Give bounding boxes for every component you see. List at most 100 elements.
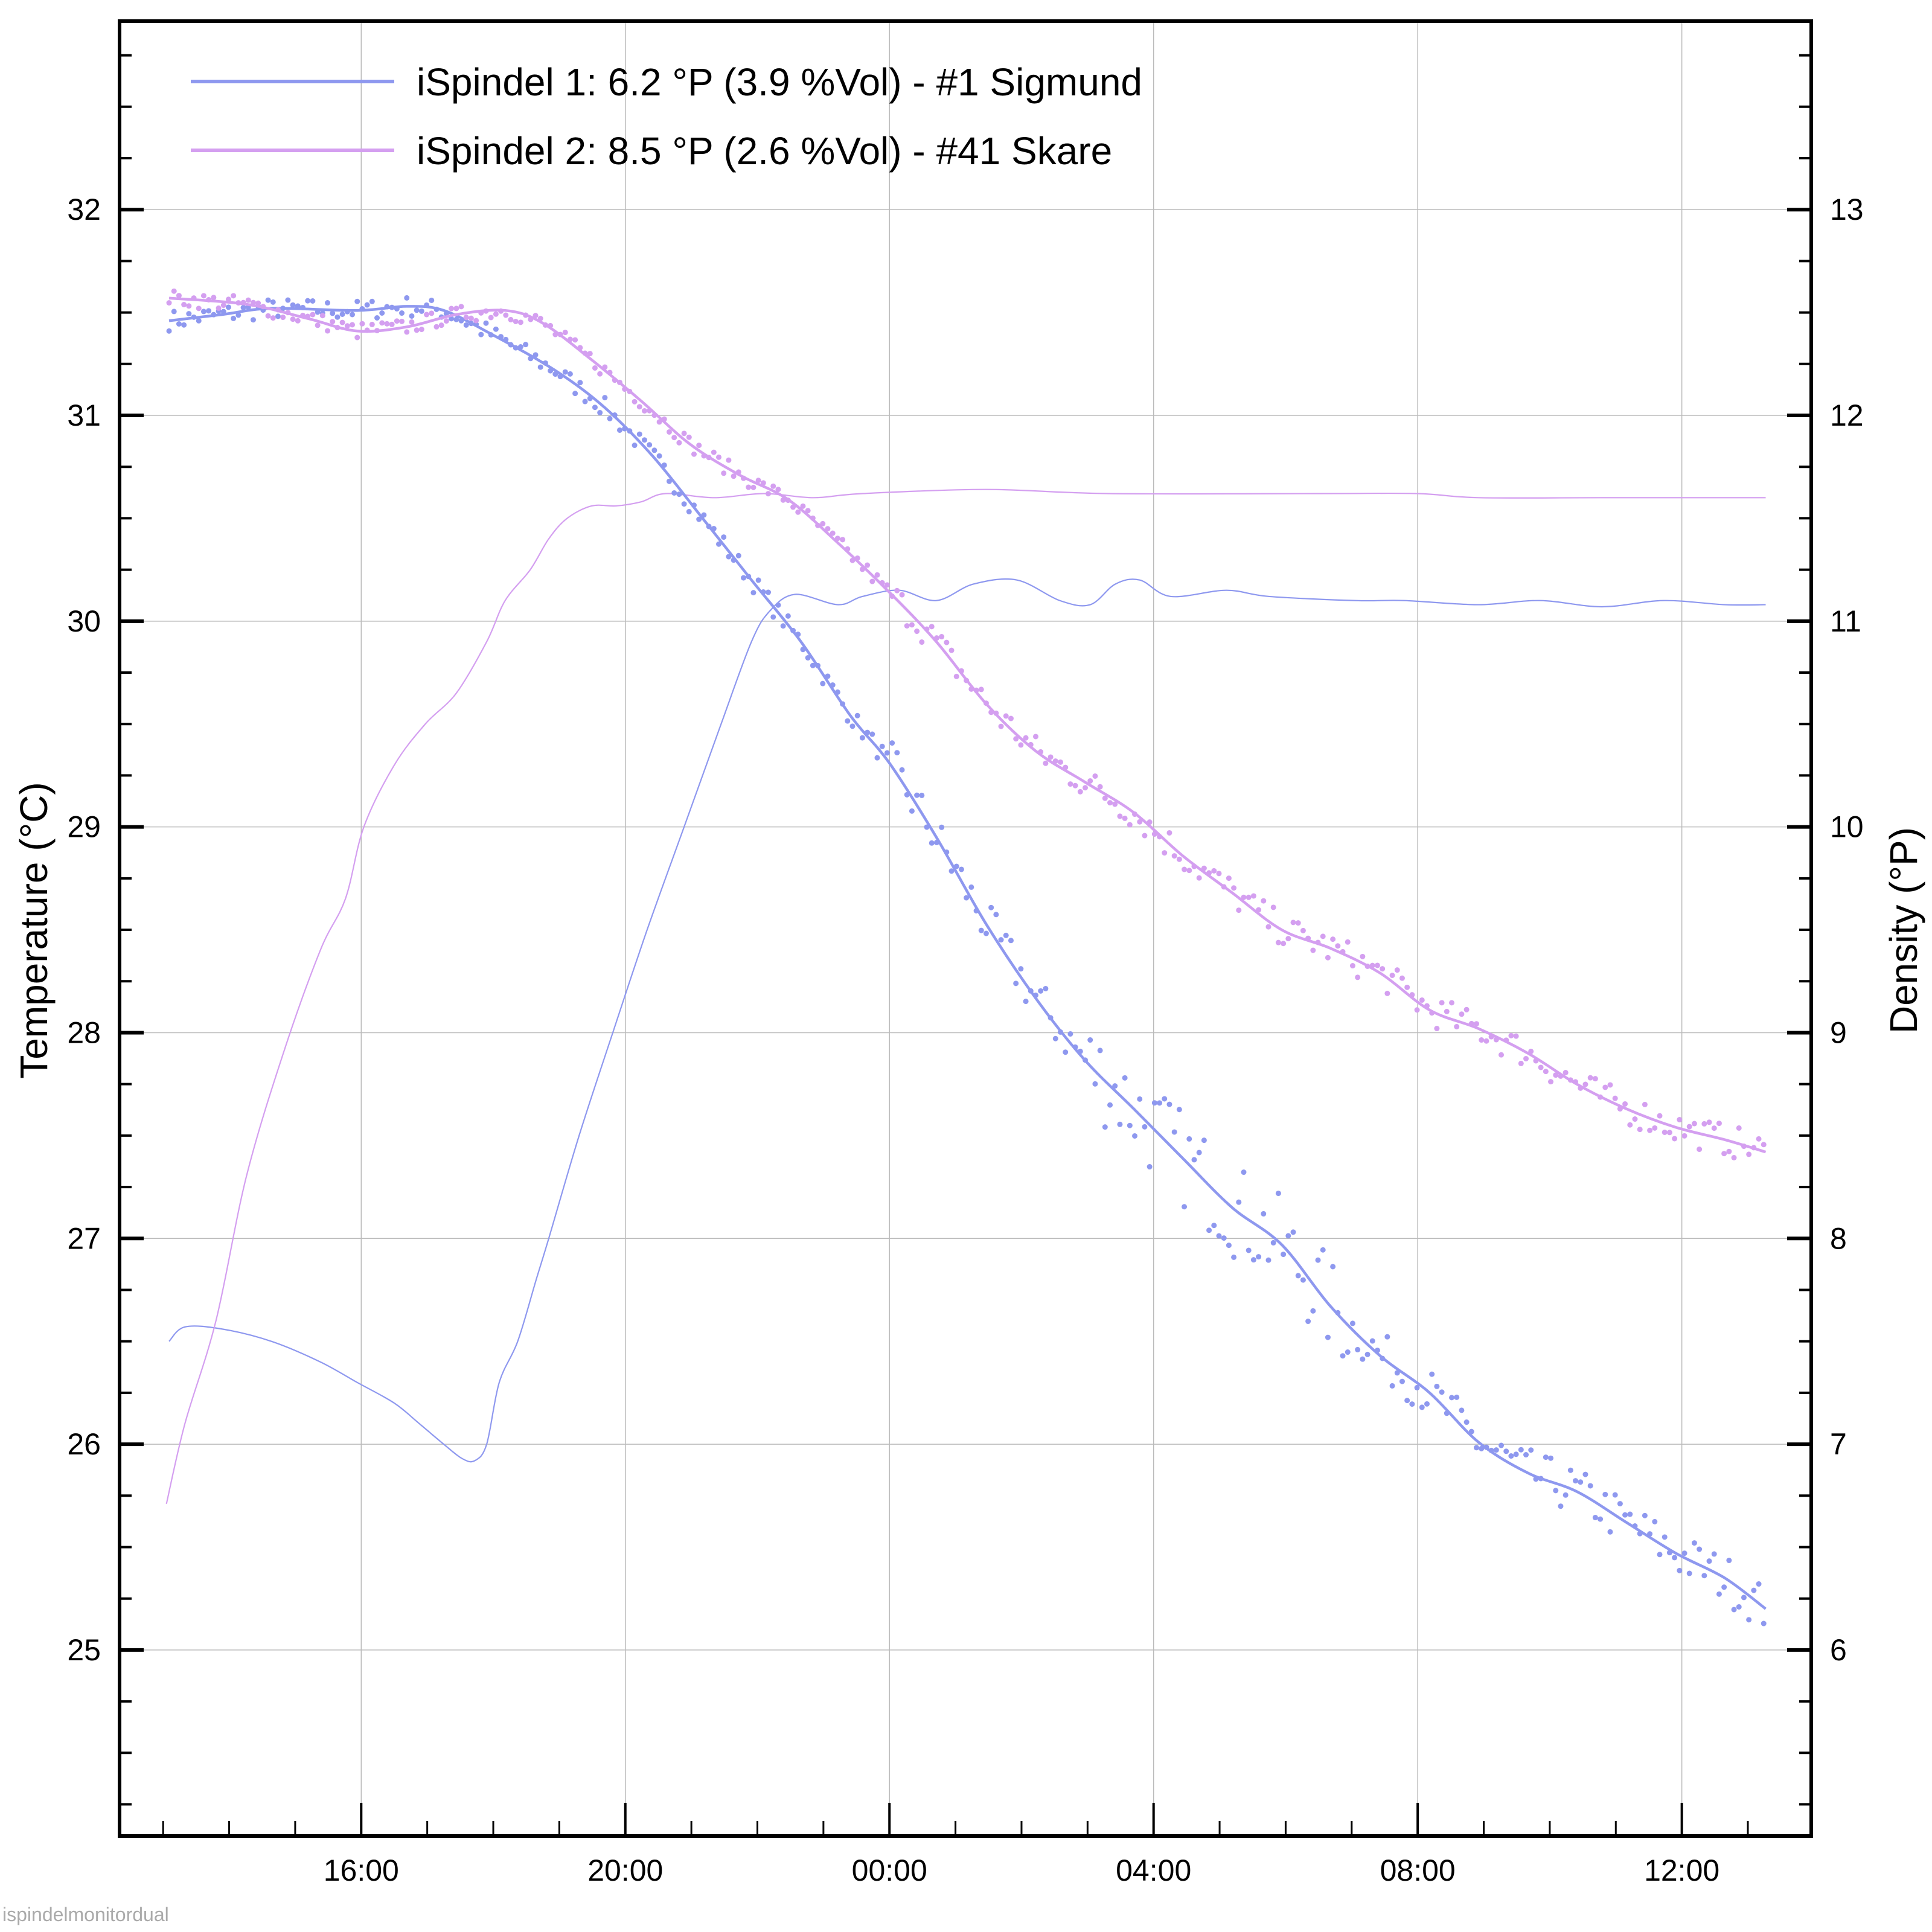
ispindel-1-density-point (1325, 1334, 1331, 1340)
ispindel-2-density-point (1666, 1130, 1672, 1136)
ispindel-1-density-point (1275, 1191, 1281, 1197)
ispindel-1-density-point (919, 792, 925, 798)
ispindel-1-density-point (1330, 1264, 1336, 1270)
ispindel-2-density-point (939, 634, 945, 640)
ispindel-2-density-point (418, 327, 424, 333)
ispindel-1-density-point (1414, 1384, 1420, 1390)
ispindel-1-density-point (364, 302, 370, 308)
ispindel-2-density-point (1057, 759, 1063, 765)
ispindel-2-density-point (1508, 1032, 1514, 1038)
ispindel-2-density-point (270, 315, 276, 321)
ispindel-1-density-point (1369, 1338, 1375, 1344)
ispindel-1-density-point (1686, 1570, 1692, 1576)
ispindel-2-density-point (904, 623, 910, 629)
ispindel-2-density-point (443, 318, 449, 324)
ispindel-2-density-point (290, 316, 296, 322)
ispindel-2-density-point (1345, 939, 1351, 945)
ispindel-2-density-point (186, 303, 192, 309)
ispindel-1-density-point (1231, 1254, 1237, 1260)
ispindel-1-density-point (647, 442, 653, 448)
ispindel-1-density-point (1548, 1455, 1554, 1461)
ispindel-2-density-point (1662, 1129, 1668, 1135)
ispindel-2-density-point (458, 304, 464, 310)
ispindel-2-density-line (168, 296, 1767, 1154)
ispindel-1-density-point (1310, 1308, 1316, 1314)
ispindel-2-density-point (295, 318, 301, 324)
ispindel-2-density-point (894, 587, 900, 593)
ispindel-2-density-point (463, 315, 469, 321)
y-left-tick-label: 31 (67, 398, 101, 432)
ispindel-1-density-point (988, 904, 994, 910)
ispindel-2-density-point (325, 328, 331, 334)
ispindel-2-density-point (820, 520, 826, 526)
ispindel-2-density-point (1592, 1076, 1598, 1082)
ispindel-1-density-point (1736, 1604, 1742, 1610)
ispindel-1-density-point (1107, 1102, 1113, 1108)
ispindel-2-density-point (424, 312, 430, 318)
ispindel-1-density-point (1241, 1169, 1247, 1176)
ispindel-2-density-point (216, 305, 222, 311)
ispindel-1-density-point (166, 328, 172, 334)
ispindel-1-density-point (766, 589, 772, 595)
ispindel-2-density-point (181, 302, 187, 308)
y-right-tick-label: 13 (1830, 193, 1864, 226)
ispindel-2-density-point (166, 300, 172, 306)
ispindel-2-density-point (1602, 1084, 1608, 1090)
ispindel-1-density-point (1236, 1199, 1242, 1205)
ispindel-2-density-point (1454, 1023, 1460, 1029)
ispindel-2-density-point (1102, 795, 1108, 801)
ispindel-2-density-point (196, 305, 202, 312)
ispindel-2-density-point (1414, 1007, 1420, 1013)
ispindel-2-density-point (1241, 894, 1247, 900)
ispindel-2-density-point (473, 318, 479, 324)
ispindel-1-density-point (1399, 1378, 1405, 1384)
ispindel-2-density-point (1360, 953, 1366, 959)
axis-ticks (120, 54, 1811, 1836)
ispindel-1-density-point (1622, 1512, 1628, 1518)
ispindel-2-density-point (1335, 943, 1341, 949)
ispindel-1-density-point (1706, 1558, 1712, 1564)
ispindel-2-density-point (1087, 778, 1093, 784)
ispindel-2-density-point (770, 483, 776, 489)
ispindel-1-density-point (939, 824, 945, 830)
ispindel-1-density-point (1409, 1401, 1415, 1407)
ispindel-2-density-point (359, 321, 365, 327)
ispindel-1-density-point (567, 371, 573, 377)
ispindel-2-density-point (874, 572, 880, 578)
ispindel-1-density-point (775, 602, 781, 608)
ispindel-1-density-point (1221, 1235, 1227, 1241)
ispindel-2-density-point (1657, 1113, 1663, 1119)
ispindel-2-density-point (399, 318, 405, 324)
ispindel-2-density-point (641, 408, 647, 414)
ispindel-2-density-point (1627, 1122, 1633, 1128)
ispindel-1-density-point (1349, 1320, 1355, 1326)
ispindel-1-density-point (597, 409, 603, 415)
ispindel-1-density-point (270, 299, 276, 305)
ispindel-1-density-point (686, 508, 692, 514)
ispindel-1-density-point (414, 307, 420, 313)
ispindel-1-density-point (1250, 1257, 1256, 1263)
ispindel-2-density-point (1756, 1136, 1762, 1142)
ispindel-2-density-point (1117, 813, 1123, 819)
ispindel-1-density-point (964, 895, 970, 901)
ispindel-2-density-point (1265, 924, 1271, 930)
ispindel-2-density-point (1226, 875, 1232, 881)
y-right-tick-label: 11 (1830, 604, 1861, 638)
ispindel-1-density-point (854, 712, 860, 718)
ispindel-1-density-point (651, 447, 657, 453)
ispindel-1-density-point (1567, 1467, 1573, 1473)
ispindel-1-density-point (1429, 1371, 1435, 1377)
ispindel-1-density-point (849, 723, 856, 729)
ispindel-1-density-point (1499, 1442, 1505, 1448)
ispindel-1-density-point (894, 750, 900, 756)
ispindel-1-density-point (1528, 1447, 1534, 1453)
ispindel-1-density-point (1182, 1204, 1188, 1210)
ispindel-1-density-point (656, 453, 662, 459)
ispindel-1-density-point (1751, 1587, 1757, 1593)
ispindel-2-density-point (1236, 907, 1242, 913)
footer-label: ispindelmonitordual (2, 1904, 169, 1925)
ispindel-1-density-point (409, 313, 415, 319)
ispindel-1-temperature-line (168, 578, 1766, 1463)
ispindel-1-density-point (325, 300, 331, 306)
ispindel-2-density-point (1281, 941, 1287, 947)
